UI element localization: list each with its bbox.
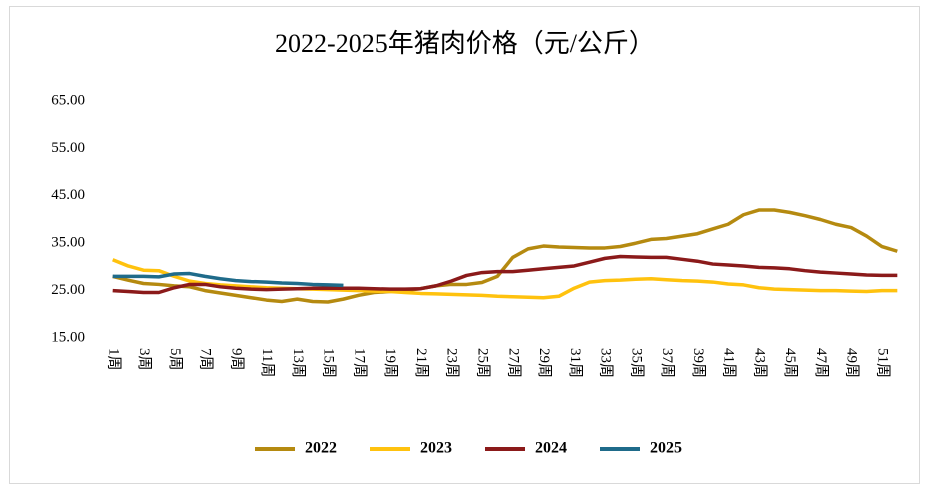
y-tick-label: 15.00 xyxy=(51,329,85,345)
x-tick-label: 7周 xyxy=(198,348,215,371)
x-tick-label: 23周 xyxy=(444,348,461,378)
x-tick-label: 39周 xyxy=(690,348,707,378)
legend-label: 2025 xyxy=(650,440,682,457)
x-tick-label: 11周 xyxy=(259,348,276,377)
y-tick-label: 45.00 xyxy=(51,187,85,203)
x-tick-label: 17周 xyxy=(351,348,368,378)
x-tick-label: 49周 xyxy=(844,348,861,378)
legend-label: 2023 xyxy=(420,440,452,457)
series-line xyxy=(112,254,898,295)
x-tick-label: 1周 xyxy=(105,348,122,371)
x-tick-label: 47周 xyxy=(813,348,830,378)
x-tick-label: 21周 xyxy=(413,348,430,378)
x-tick-label: 41周 xyxy=(721,348,738,378)
legend-label: 2024 xyxy=(535,440,567,457)
x-tick-label: 37周 xyxy=(659,348,676,378)
x-tick-label: 5周 xyxy=(167,348,184,371)
y-tick-label: 55.00 xyxy=(51,140,85,156)
y-tick-label: 25.00 xyxy=(51,282,85,298)
x-tick-label: 27周 xyxy=(505,348,522,378)
y-tick-label: 35.00 xyxy=(51,235,85,251)
chart-title: 2022-2025年猪肉价格（元/公斤） xyxy=(275,29,655,58)
x-tick-label: 15周 xyxy=(321,348,338,378)
series-line xyxy=(112,258,898,300)
series-line xyxy=(112,271,344,288)
x-tick-label: 13周 xyxy=(290,348,307,378)
x-tick-label: 3周 xyxy=(136,348,153,371)
x-tick-label: 51周 xyxy=(874,348,891,378)
chart-frame xyxy=(9,6,920,484)
x-tick-label: 43周 xyxy=(751,348,768,378)
x-tick-label: 35周 xyxy=(628,348,645,378)
x-tick-label: 33周 xyxy=(598,348,615,378)
x-tick-label: 31周 xyxy=(567,348,584,378)
y-tick-label: 65.00 xyxy=(51,92,85,108)
series-line xyxy=(112,208,898,304)
x-tick-label: 45周 xyxy=(782,348,799,378)
legend-label: 2022 xyxy=(305,440,337,457)
x-tick-label: 25周 xyxy=(474,348,491,378)
x-tick-label: 9周 xyxy=(228,348,245,371)
x-tick-label: 29周 xyxy=(536,348,553,378)
x-tick-label: 19周 xyxy=(382,348,399,378)
